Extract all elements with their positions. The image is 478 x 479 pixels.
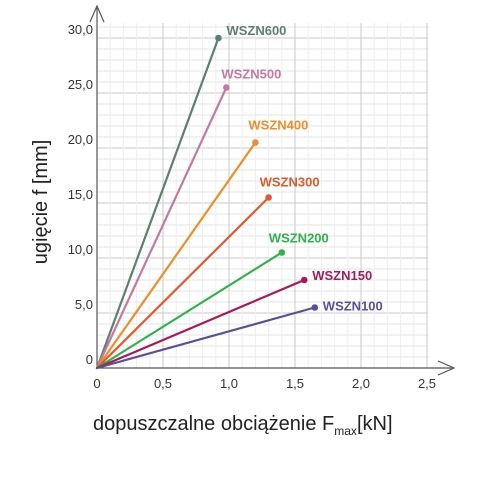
series-point-wszn200 bbox=[278, 249, 286, 256]
series-line-wszn500 bbox=[95, 86, 228, 370]
x-tick-label: 2,5 bbox=[418, 376, 436, 391]
x-axis-title-subscript: max bbox=[334, 424, 357, 438]
series-lines bbox=[95, 34, 319, 370]
series-point-wszn600 bbox=[215, 34, 222, 42]
series-point-wszn400 bbox=[252, 139, 259, 146]
series-label-wszn100: WSZN100 bbox=[323, 299, 383, 314]
y-tick-label: 0 bbox=[86, 352, 93, 367]
series-line-wszn300 bbox=[95, 196, 270, 370]
series-label-wszn200: WSZN200 bbox=[269, 231, 329, 246]
x-tick-label: 2,0 bbox=[352, 376, 370, 391]
series-label-wszn150: WSZN150 bbox=[312, 268, 372, 283]
y-tick-label: 5,0 bbox=[75, 297, 93, 312]
series-label-wszn300: WSZN300 bbox=[260, 175, 320, 190]
x-tick-label: 1,5 bbox=[286, 376, 304, 391]
series-point-wszn500 bbox=[223, 84, 230, 91]
series-label-wszn500: WSZN500 bbox=[221, 67, 281, 82]
series-labels: WSZN600 WSZN500 WSZN400 WSZN300 WSZN200 WSZN1… bbox=[221, 23, 382, 314]
y-tick-label: 20,0 bbox=[68, 132, 93, 147]
x-tick-label: 1,0 bbox=[220, 376, 238, 391]
series-line-wszn600 bbox=[95, 36, 220, 370]
series-label-wszn600: WSZN600 bbox=[226, 23, 286, 38]
y-tick-label: 30,0 bbox=[68, 22, 93, 37]
series-line-wszn150 bbox=[95, 278, 306, 370]
axes bbox=[89, 4, 456, 376]
y-axis-arrow bbox=[89, 4, 105, 23]
series-point-wszn300 bbox=[265, 194, 272, 201]
x-axis-title: dopuszczalne obciążenie Fmax[kN] bbox=[93, 413, 393, 438]
series-point-wszn150 bbox=[300, 276, 308, 284]
x-tick-label: 0 bbox=[93, 376, 100, 391]
x-axis-arrow bbox=[437, 360, 456, 376]
tick-labels: 0 5,0 10,0 15,0 20,0 25,0 30,0 0 0,5 1,0 1,5 2,0 2,5 bbox=[68, 22, 436, 391]
y-tick-label: 10,0 bbox=[68, 242, 93, 257]
series-line-wszn200 bbox=[95, 251, 283, 370]
series-label-wszn400: WSZN400 bbox=[248, 118, 308, 133]
y-tick-label: 25,0 bbox=[68, 77, 93, 92]
y-axis-title: ugięcie f [mm] bbox=[30, 140, 52, 264]
x-axis-title-unit: [kN] bbox=[357, 413, 393, 435]
x-tick-label: 0,5 bbox=[154, 376, 172, 391]
y-tick-label: 15,0 bbox=[68, 187, 93, 202]
series-line-wszn100 bbox=[95, 306, 316, 370]
series-line-wszn400 bbox=[95, 141, 257, 370]
series-point-wszn100 bbox=[311, 304, 319, 311]
x-axis-title-main: dopuszczalne obciążenie F bbox=[93, 413, 334, 435]
